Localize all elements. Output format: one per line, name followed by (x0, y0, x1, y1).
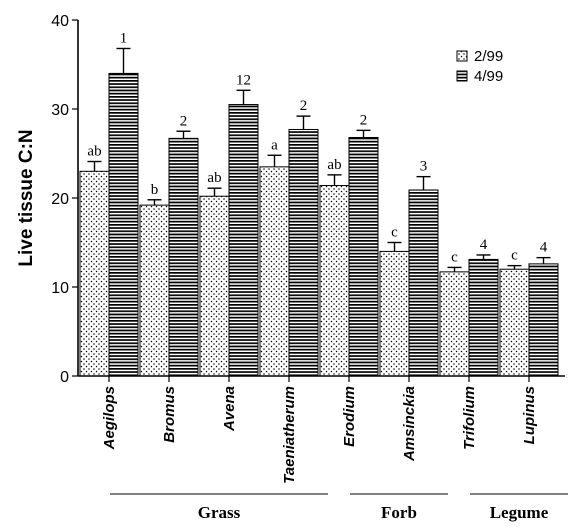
significance-letter: ab (207, 170, 221, 186)
significance-letter: ab (87, 144, 101, 160)
significance-letter: 2 (300, 98, 308, 114)
y-tick-label: 30 (51, 102, 69, 119)
category-label-lupinus: Lupinus (521, 386, 538, 444)
bar-taeniatherum-series-1 (259, 166, 290, 377)
bar-bromus-series-2 (168, 137, 199, 377)
y-axis-label: Live tissue C:N (16, 129, 37, 266)
bar-aegilops-series-1 (79, 170, 110, 377)
category-label-aegilops: Aegilops (101, 386, 118, 450)
significance-letter: 2 (180, 113, 188, 129)
y-tick-label: 10 (51, 280, 69, 297)
axes-layer: 0 10 20 30 40 (51, 13, 565, 386)
significance-letter: c (511, 248, 518, 264)
legend-swatch-1 (456, 50, 468, 62)
significance-letter: 4 (540, 240, 548, 256)
significance-letter: a (271, 137, 278, 153)
bar-avena-series-2 (228, 104, 259, 377)
bar-aegilops-series-2 (108, 72, 139, 377)
legend-swatch-2 (456, 70, 468, 82)
legend: 2/99 4/99 (456, 48, 503, 85)
bar-trifolium-series-2 (468, 258, 499, 377)
category-label-bromus: Bromus (161, 386, 178, 443)
significance-letter: b (151, 182, 159, 198)
bar-lupinus-series-1 (499, 268, 530, 377)
legend-label-1: 2/99 (474, 48, 503, 65)
labels-layer: ab 1 Aegilops b 2 Bromus ab 12 Avena a 2 Taeniather… (87, 30, 568, 522)
bar-bromus-series-1 (139, 204, 170, 377)
bar-taeniatherum-series-2 (288, 128, 319, 377)
significance-letter: 3 (420, 159, 428, 175)
significance-letter: 4 (480, 237, 488, 253)
category-label-amsinckia: Amsinckia (401, 386, 418, 462)
category-label-avena: Avena (221, 386, 238, 432)
category-label-erodium: Erodium (341, 386, 358, 447)
y-tick-label: 0 (60, 369, 69, 386)
bar-erodium-series-2 (348, 136, 379, 377)
bars-layer (79, 47, 559, 377)
bar-amsinckia-series-2 (408, 189, 439, 377)
significance-letter: 12 (236, 72, 251, 88)
bar-trifolium-series-1 (439, 271, 470, 377)
legend-label-2: 4/99 (474, 68, 503, 85)
group-label-grass: Grass (198, 503, 241, 522)
group-label-forb: Forb (381, 503, 417, 522)
y-tick-label: 20 (51, 191, 69, 208)
significance-letter: 1 (120, 30, 128, 46)
significance-letter: c (391, 225, 398, 241)
category-label-trifolium: Trifolium (461, 386, 478, 450)
bar-avena-series-1 (199, 195, 230, 377)
bar-lupinus-series-2 (528, 263, 559, 377)
bar-erodium-series-1 (319, 185, 350, 377)
category-label-taeniatherum: Taeniatherum (281, 386, 298, 484)
y-tick-label: 40 (51, 13, 69, 30)
bar-amsinckia-series-1 (379, 250, 410, 377)
group-label-legume: Legume (490, 503, 549, 522)
significance-letter: c (451, 249, 458, 265)
significance-letter: 2 (360, 112, 368, 128)
significance-letter: ab (327, 157, 341, 173)
